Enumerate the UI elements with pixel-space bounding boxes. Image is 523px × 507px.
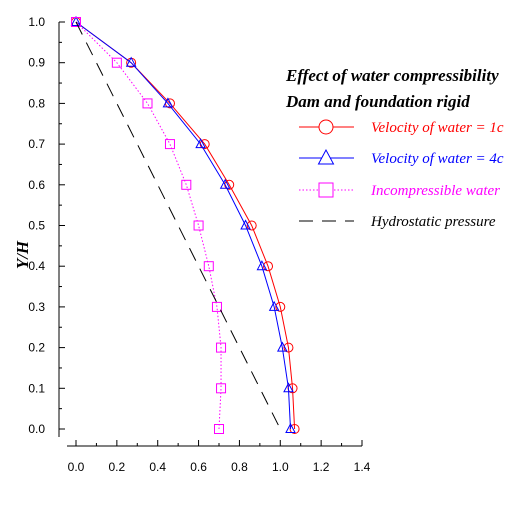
- series-3-point: [164, 139, 175, 150]
- y-tick-label: 0.6: [28, 178, 45, 192]
- legend-marker-2: [317, 148, 335, 165]
- series-2-point: [162, 97, 174, 108]
- legend-label-1: Velocity of water = 1c: [371, 120, 504, 136]
- series-3-line: [75, 21, 222, 430]
- series-4: [75, 21, 281, 430]
- series-3-point: [193, 220, 204, 231]
- axes: [58, 22, 362, 447]
- series-1-point: [275, 301, 286, 312]
- series-1-line: [75, 21, 296, 430]
- x-tick-label: 1.2: [313, 460, 330, 474]
- series-2-point: [268, 300, 280, 311]
- legend-label-3: Incompressible water: [370, 183, 500, 199]
- x-tick-label: 0.8: [231, 460, 248, 474]
- x-tick-label: 0.0: [68, 460, 85, 474]
- series-2-point: [285, 422, 296, 433]
- y-tick-label: 0.5: [28, 219, 45, 233]
- x-tick-label: 0.6: [190, 460, 207, 474]
- series-3-point: [216, 342, 227, 353]
- series-3-point: [111, 57, 122, 68]
- legend: Effect of water compressibility Dam and …: [285, 66, 504, 230]
- series: [70, 15, 300, 434]
- legend-title-line-1: Effect of water compressibility: [285, 66, 499, 85]
- y-tick-label: 0.9: [28, 56, 45, 70]
- series-3-point: [211, 301, 222, 312]
- y-tick-label: 1.0: [28, 15, 45, 29]
- series-3-point: [216, 383, 227, 394]
- series-3-point: [181, 179, 192, 190]
- legend-label-4: Hydrostatic pressure: [370, 214, 496, 230]
- ticks: 0.0 0.1 0.2 0.3 0.4 0.5 0.6 0.7 0.8 0.9 1.0 0.0 0.2 0…: [28, 15, 370, 474]
- series-2-line: [75, 21, 291, 430]
- series-1-point: [246, 220, 257, 231]
- series-2-point: [240, 219, 251, 230]
- series-4-line: [75, 21, 281, 430]
- y-tick-label: 0.4: [28, 259, 45, 273]
- series-1: [71, 17, 300, 434]
- y-tick-label: 0.8: [28, 96, 45, 110]
- x-tick-label: 1.0: [272, 460, 289, 474]
- y-tick-label: 0.1: [28, 381, 45, 395]
- series-1-point: [283, 342, 294, 353]
- series-3: [71, 17, 227, 434]
- series-2-point: [70, 15, 82, 26]
- y-tick-label: 0.2: [28, 341, 45, 355]
- y-tick-label: 0.7: [28, 137, 45, 151]
- y-tick-label: 0.0: [28, 422, 45, 436]
- series-2-point: [256, 260, 268, 271]
- series-2-point: [283, 382, 294, 393]
- y-tick-label: 0.3: [28, 300, 45, 314]
- x-tick-label: 1.4: [354, 460, 371, 474]
- series-3-point: [71, 17, 81, 27]
- series-3-point: [203, 261, 214, 272]
- series-2-point: [219, 178, 231, 189]
- legend-label-2: Velocity of water = 4c: [371, 151, 504, 167]
- series-3-point: [142, 98, 153, 109]
- x-tick-label: 0.2: [109, 460, 126, 474]
- series-1-point: [263, 261, 274, 272]
- series-3-point: [214, 424, 224, 434]
- legend-marker-1: [318, 119, 334, 135]
- legend-title-line-2: Dam and foundation rigid: [285, 92, 470, 111]
- series-2-point: [195, 138, 206, 149]
- y-axis-label: Y/H: [13, 240, 32, 269]
- series-2-point: [125, 56, 137, 67]
- x-tick-label: 0.4: [149, 460, 166, 474]
- series-2-point: [276, 341, 288, 352]
- series-2: [70, 15, 296, 433]
- legend-marker-3: [318, 182, 334, 198]
